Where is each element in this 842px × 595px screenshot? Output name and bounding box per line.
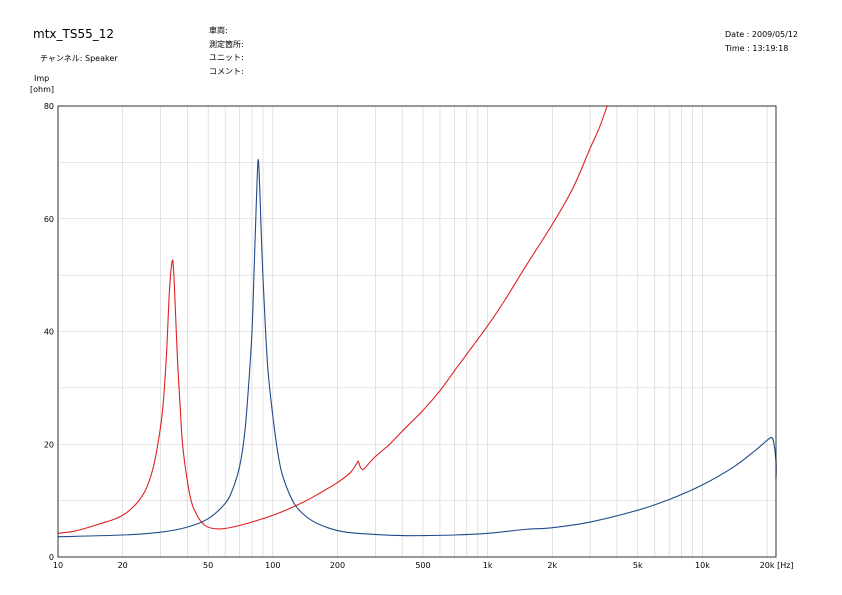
y-axis-unit: [ohm] xyxy=(30,85,54,94)
y-tick-label: 40 xyxy=(44,328,54,337)
chart-title: mtx_TS55_12 xyxy=(33,27,114,41)
x-tick-label: 5k xyxy=(633,561,643,570)
time-label: Time : 13:19:18 xyxy=(725,43,789,53)
channel-label: チャンネル: Speaker xyxy=(40,54,118,63)
y-axis-title: Imp xyxy=(34,74,50,83)
location-label: 測定箇所: xyxy=(209,39,244,49)
x-tick-label: 200 xyxy=(330,561,345,570)
x-tick-label: 100 xyxy=(265,561,280,570)
x-axis-unit: [Hz] xyxy=(777,561,793,570)
x-tick-label: 500 xyxy=(415,561,430,570)
y-axis-label: Imp [ohm] xyxy=(30,73,54,95)
x-tick-label: 2k xyxy=(547,561,557,570)
comment-label: コメント: xyxy=(209,66,244,76)
x-tick-label: 50 xyxy=(203,561,213,570)
x-tick-label: 20k xyxy=(760,561,775,570)
tick-labels: 0 20 40 60 80 10 20 50 100 200 500 1k 2k 5k 10k 20k [Hz] xyxy=(44,102,794,570)
y-tick-label: 0 xyxy=(49,553,54,562)
datetime-block: Date : 2009/05/12 Time : 13:19:18 xyxy=(725,28,798,55)
date-label: Date : 2009/05/12 xyxy=(725,30,799,39)
plot-frame xyxy=(57,105,777,558)
series-blue-line xyxy=(57,159,777,538)
meta-block: 車両: 測定箇所: ユニット: コメント: xyxy=(209,24,244,78)
y-tick-label: 60 xyxy=(44,215,54,224)
series-red-line xyxy=(57,105,608,534)
y-tick-label: 80 xyxy=(44,102,54,111)
x-tick-label: 20 xyxy=(118,561,128,570)
y-tick-label: 20 xyxy=(44,440,54,449)
x-tick-label: 10 xyxy=(53,561,63,570)
car-label: 車両: xyxy=(209,26,228,35)
series-group xyxy=(57,105,777,538)
grid xyxy=(58,106,776,557)
x-tick-label: 10k xyxy=(695,561,710,570)
unit-label: ユニット: xyxy=(209,53,244,62)
x-tick-label: 1k xyxy=(483,561,493,570)
